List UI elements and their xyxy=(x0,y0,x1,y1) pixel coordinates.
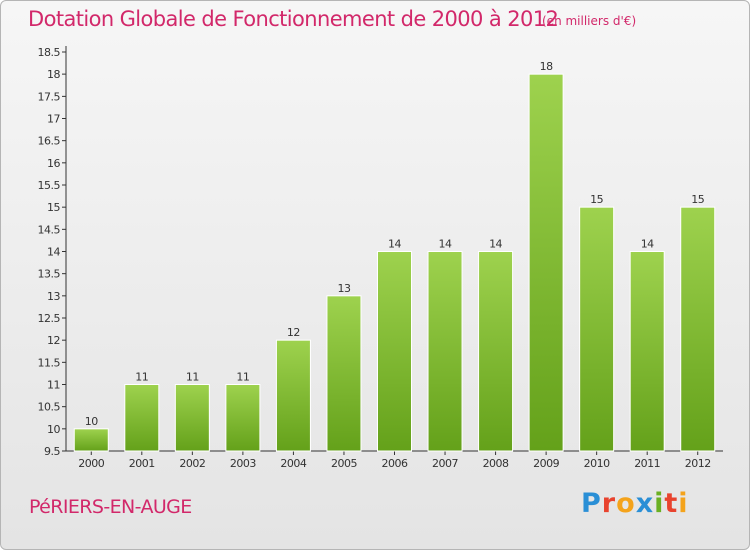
x-tick-label: 2003 xyxy=(230,457,256,470)
bar-value-label: 18 xyxy=(540,60,553,73)
x-axis: 2000 2001 2002 2003 2004 2005 2006 2007 2008 2009… xyxy=(66,450,723,470)
y-tick-label: 14.5 xyxy=(38,223,61,236)
x-tick-label: 2004 xyxy=(280,457,306,470)
y-tick-label: 17 xyxy=(47,113,60,126)
x-tick-label: 2000 xyxy=(78,457,104,470)
bar xyxy=(73,428,109,452)
y-tick-label: 17.5 xyxy=(38,90,61,103)
y-tick-label: 10 xyxy=(47,423,60,436)
bar xyxy=(427,251,463,452)
y-tick-label: 15.5 xyxy=(38,179,61,192)
logo-letter: i xyxy=(678,488,689,519)
bars xyxy=(73,73,716,452)
bar-value-label: 10 xyxy=(85,415,98,428)
x-tick-label: 2012 xyxy=(685,457,711,470)
bar-value-label: 14 xyxy=(439,238,452,251)
bar-value-label: 11 xyxy=(186,371,199,384)
y-tick-label: 16 xyxy=(47,157,60,170)
y-tick-label: 12.5 xyxy=(38,312,61,325)
y-tick-label: 9.5 xyxy=(44,445,60,458)
y-tick-label: 16.5 xyxy=(38,135,61,148)
proxiti-logo[interactable]: Proxiti xyxy=(581,488,689,519)
bar-value-label: 13 xyxy=(337,282,350,295)
y-axis: 9.5 10 10.5 11 11.5 12 12.5 13 13.5 14 14.5 15 15.5 1… xyxy=(38,46,67,458)
bar-value-label: 14 xyxy=(388,238,401,251)
y-tick-label: 12 xyxy=(47,334,60,347)
logo-letter: r xyxy=(601,488,617,519)
bar xyxy=(579,206,615,452)
bar xyxy=(275,339,311,452)
data-labels: 10 11 11 11 12 13 14 14 14 18 15 14 15 xyxy=(85,60,705,428)
bar-value-label: 14 xyxy=(641,238,654,251)
unit-note: (en milliers d'€) xyxy=(542,14,637,28)
x-tick-label: 2011 xyxy=(634,457,660,470)
y-tick-label: 13 xyxy=(47,290,60,303)
logo-letter: i xyxy=(654,488,665,519)
x-tick-label: 2008 xyxy=(483,457,509,470)
y-tick-label: 15 xyxy=(47,201,60,214)
x-tick-label: 2002 xyxy=(179,457,205,470)
x-tick-label: 2005 xyxy=(331,457,357,470)
y-tick-label: 13.5 xyxy=(38,268,61,281)
bar xyxy=(478,251,514,452)
bar xyxy=(124,384,160,452)
bar-value-label: 15 xyxy=(691,193,704,206)
bar-value-label: 14 xyxy=(489,238,502,251)
x-tick-label: 2006 xyxy=(382,457,408,470)
y-tick-label: 11 xyxy=(47,379,60,392)
bar xyxy=(528,73,564,452)
bar xyxy=(629,251,665,452)
bar-value-label: 12 xyxy=(287,326,300,339)
bar xyxy=(377,251,412,452)
y-tick-label: 11.5 xyxy=(38,356,61,369)
bar-value-label: 15 xyxy=(590,193,603,206)
y-tick-label: 18.5 xyxy=(38,46,61,59)
x-tick-label: 2010 xyxy=(584,457,610,470)
bar xyxy=(326,295,362,452)
bar xyxy=(225,384,261,452)
bar-value-label: 11 xyxy=(135,371,148,384)
y-tick-label: 14 xyxy=(47,246,60,259)
y-tick-label: 18 xyxy=(47,68,60,81)
x-tick-label: 2007 xyxy=(432,457,458,470)
logo-letter: t xyxy=(664,488,679,519)
logo-letter: x xyxy=(635,488,655,519)
logo-letter: P xyxy=(581,488,602,519)
chart-title: Dotation Globale de Fonctionnement de 20… xyxy=(28,7,559,31)
bar xyxy=(680,206,716,452)
bar xyxy=(174,384,210,452)
x-tick-label: 2009 xyxy=(533,457,559,470)
bar-value-label: 11 xyxy=(236,371,249,384)
logo-letter: o xyxy=(616,488,636,519)
commune-name: PéRIERS-EN-AUGE xyxy=(29,496,192,518)
y-tick-label: 10.5 xyxy=(38,401,61,414)
x-tick-label: 2001 xyxy=(129,457,155,470)
